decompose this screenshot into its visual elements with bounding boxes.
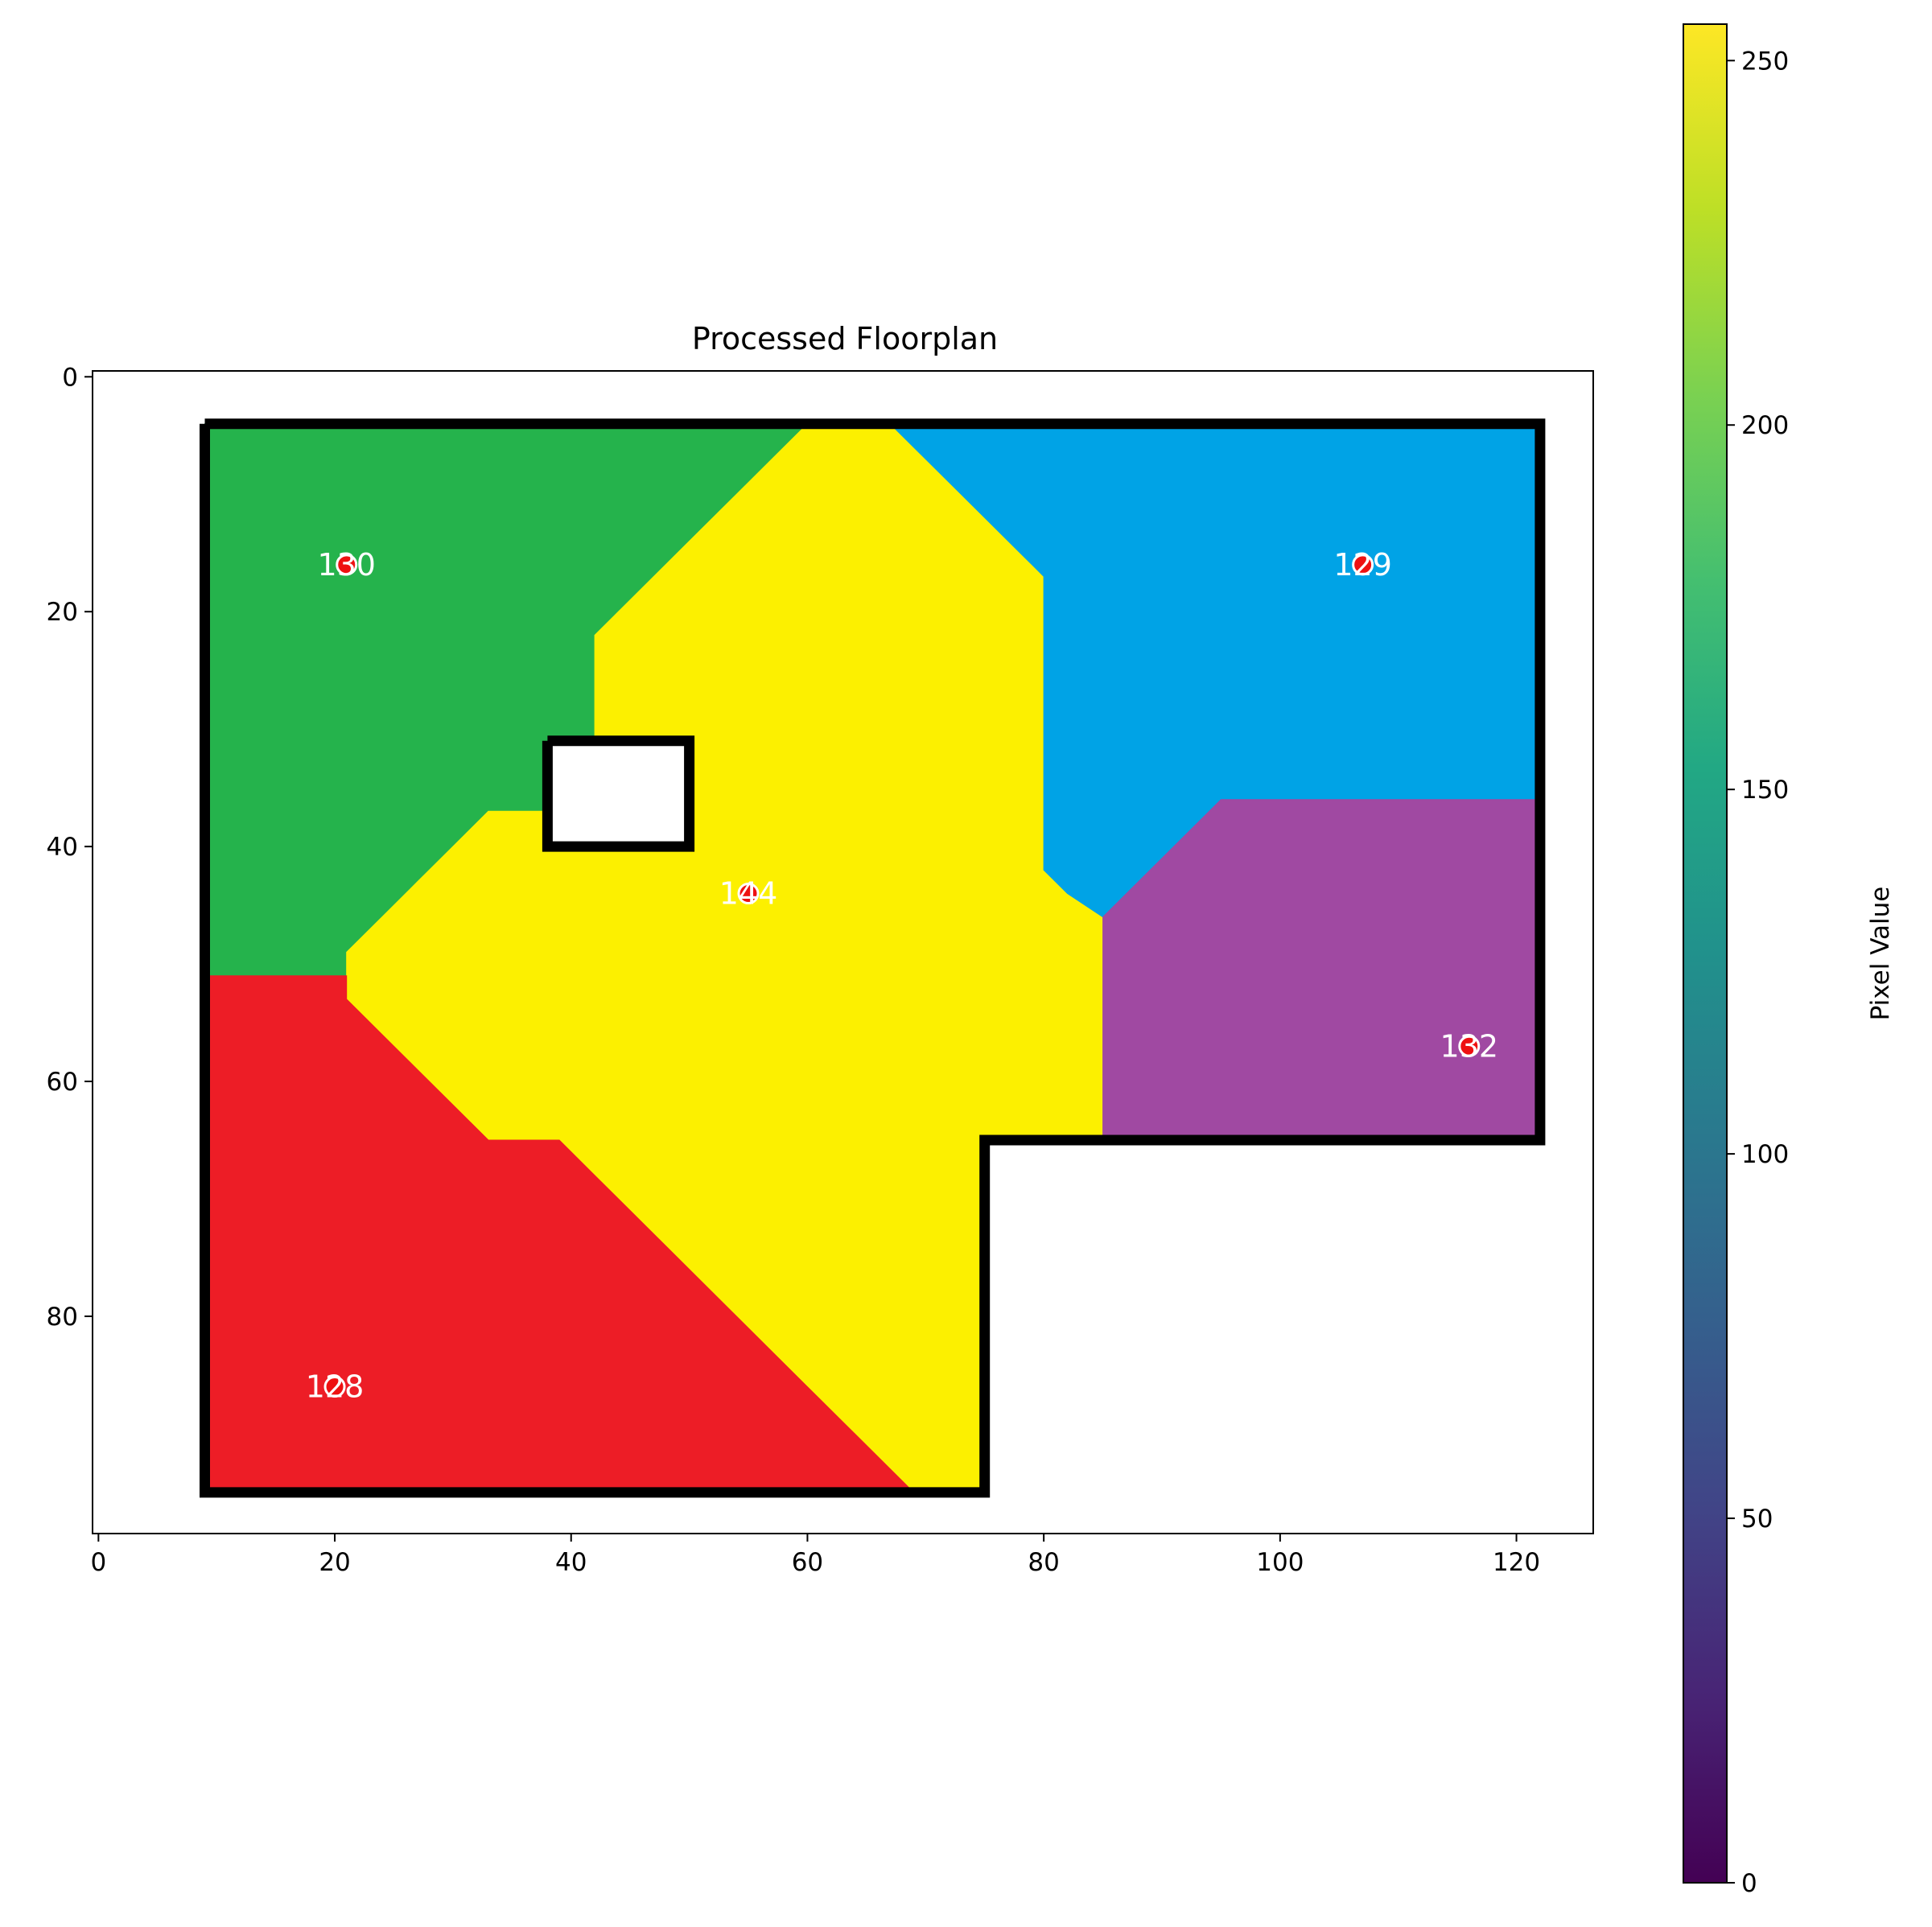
room-label-144: 144 — [719, 876, 778, 912]
colorbar-tick-label: 150 — [1741, 776, 1789, 805]
room-label-132: 132 — [1440, 1028, 1499, 1064]
colorbar-ticks: 0 50 100 150 200 250 — [1727, 47, 1789, 1898]
y-tick-label: 20 — [47, 598, 78, 627]
colorbar-frame — [1683, 23, 1728, 1884]
room-label-129: 129 — [1333, 547, 1392, 583]
colorbar-tick-label: 50 — [1741, 1505, 1773, 1534]
room-marker-144 — [737, 883, 760, 905]
colorbar-tick-label: 100 — [1741, 1140, 1789, 1169]
room-marker-128 — [323, 1376, 346, 1398]
x-tick-label: 0 — [90, 1548, 106, 1577]
y-tick-label: 80 — [47, 1303, 78, 1332]
walls-layer — [200, 418, 1546, 1498]
y-tick-label: 40 — [47, 833, 78, 862]
room-label-128: 128 — [306, 1369, 365, 1405]
y-tick-label: 0 — [62, 363, 78, 392]
room-marker-132 — [1458, 1035, 1481, 1057]
x-tick-label: 60 — [792, 1548, 823, 1577]
y-axis: 0 20 40 60 80 — [47, 363, 93, 1332]
x-tick-label: 40 — [555, 1548, 587, 1577]
colorbar-label: Pixel Value — [1866, 887, 1895, 1021]
x-tick-label: 120 — [1493, 1548, 1540, 1577]
x-tick-label: 80 — [1028, 1548, 1059, 1577]
plot-area: 130 144 129 132 128 0 20 40 60 80 100 120 0 20 40 60 8… — [47, 363, 1594, 1577]
room-128 — [204, 975, 915, 1493]
room-marker-129 — [1352, 554, 1374, 576]
colorbar: 0 50 100 150 200 250 Pixel Value — [1683, 23, 1895, 1898]
x-axis: 0 20 40 60 80 100 120 — [90, 1534, 1540, 1577]
colorbar-tick-label: 0 — [1741, 1869, 1757, 1898]
inner-wall — [542, 735, 695, 852]
plot-frame — [92, 370, 1594, 1534]
rooms-layer — [204, 423, 1541, 1493]
room-marker-130 — [336, 554, 358, 576]
x-tick-label: 100 — [1256, 1548, 1304, 1577]
x-tick-label: 20 — [319, 1548, 350, 1577]
chart-title: Processed Floorplan — [692, 321, 998, 356]
colorbar-tick-label: 250 — [1741, 47, 1789, 76]
y-tick-label: 60 — [47, 1068, 78, 1097]
colorbar-gradient — [1683, 24, 1727, 1883]
colorbar-tick-label: 200 — [1741, 411, 1789, 440]
room-markers: 130 144 129 132 128 — [306, 547, 1498, 1405]
obstacle-blank — [547, 740, 690, 847]
room-label-130: 130 — [317, 547, 376, 583]
outer-wall — [200, 418, 1546, 1498]
